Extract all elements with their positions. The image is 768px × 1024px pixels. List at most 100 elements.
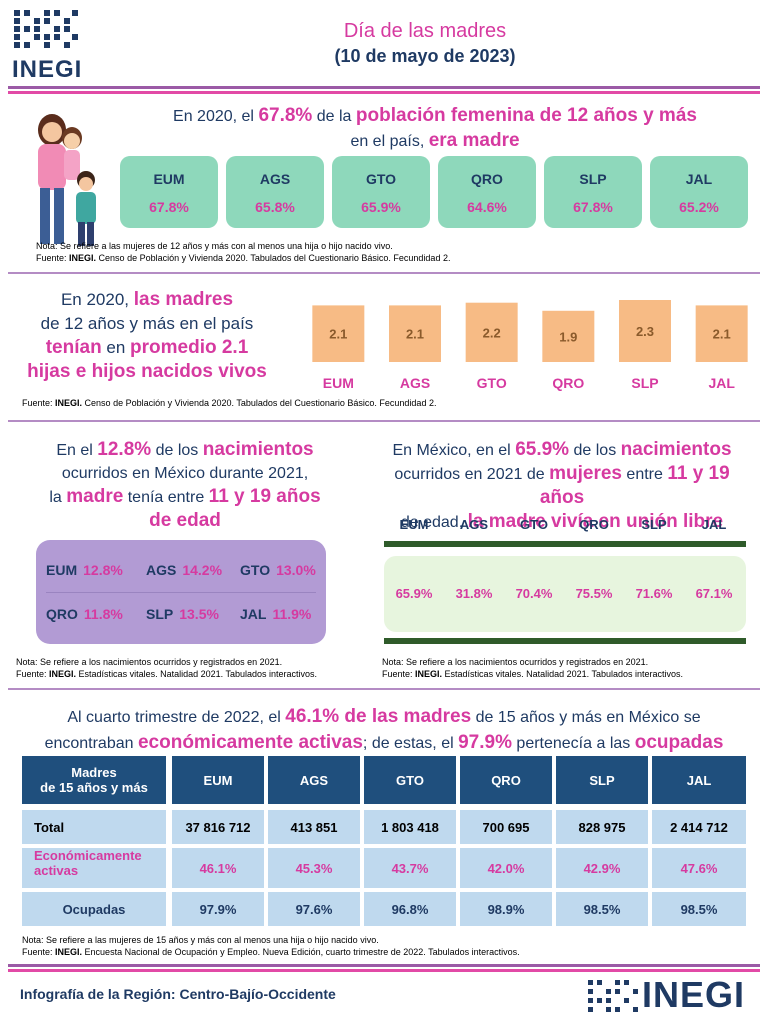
section2-source: Fuente: INEGI. Censo de Población y Vivi… xyxy=(22,397,436,409)
bar-eum xyxy=(312,305,365,362)
state-code: AGS xyxy=(259,171,291,187)
table-cell: 46.1% xyxy=(172,848,264,888)
source-org: INEGI. xyxy=(55,947,83,957)
bar-value-label: 2.1 xyxy=(406,327,424,342)
state-card-gto: GTO 65.9% xyxy=(332,156,430,228)
s3l-text: tenía entre xyxy=(123,489,209,506)
table-cell: 45.3% xyxy=(268,848,360,888)
state-percent: 67.8% xyxy=(149,199,189,215)
table-header-cell: JAL xyxy=(652,756,746,804)
section-divider xyxy=(8,688,760,690)
state-pair-slp: SLP 13.5% xyxy=(146,606,219,622)
s3r-highlight-percent: 65.9% xyxy=(515,439,570,460)
corner-line: de 15 años y más xyxy=(40,780,148,795)
state-percent: 13.5% xyxy=(179,606,219,622)
s4-highlight-percent: 46.1% de las madres xyxy=(285,706,472,727)
bar-ags xyxy=(389,305,441,362)
note-text: Nota: Se refiere a las mujeres de 15 año… xyxy=(22,935,379,945)
union-states-header: EUM AGS GTO QRO SLP JAL xyxy=(384,517,746,537)
state-code: EUM xyxy=(399,517,429,532)
state-code: JAL xyxy=(701,517,727,532)
source-org: INEGI. xyxy=(49,669,77,679)
source-lead: Fuente: xyxy=(16,669,50,679)
source-lead: Fuente: xyxy=(36,253,70,263)
s3l-text: ocurridos en México durante 2021, xyxy=(61,465,309,482)
bar-category-label: AGS xyxy=(400,375,430,391)
state-pair-gto: GTO 13.0% xyxy=(240,562,316,578)
state-percent: 67.8% xyxy=(573,199,613,215)
s2-text: En 2020, xyxy=(60,290,134,309)
section1-note: Nota: Se refiere a las mujeres de 12 año… xyxy=(36,240,450,264)
table-cell: 42.9% xyxy=(556,848,648,888)
table-cell: 98.5% xyxy=(652,892,746,926)
table-cell: 98.9% xyxy=(460,892,552,926)
table-row-label: Total xyxy=(22,810,166,844)
state-percent: 65.8% xyxy=(255,199,295,215)
footer-divider-pink xyxy=(8,969,760,972)
row-label-line: activas xyxy=(34,863,79,878)
state-percent: 11.8% xyxy=(83,606,123,622)
bar-value-label: 2.1 xyxy=(329,327,347,342)
table-cell: 1 803 418 xyxy=(364,810,456,844)
s1-highlight-percent: 67.8% xyxy=(258,105,313,126)
source-lead: Fuente: xyxy=(22,398,56,408)
state-percent: 65.2% xyxy=(679,199,719,215)
source-rest: Encuesta Nacional de Ocupación y Empleo.… xyxy=(82,947,520,957)
table-header-cell: AGS xyxy=(268,756,360,804)
header-divider-pink xyxy=(8,91,760,94)
source-org: INEGI. xyxy=(55,398,83,408)
s3l-highlight-mother: madre xyxy=(66,486,124,507)
state-card-slp: SLP 67.8% xyxy=(544,156,642,228)
state-card-jal: JAL 65.2% xyxy=(650,156,748,228)
table-cell: 700 695 xyxy=(460,810,552,844)
table-row-label: Ocupadas xyxy=(22,892,166,926)
green-divider-bottom xyxy=(384,638,746,644)
state-code: SLP xyxy=(579,171,607,187)
state-code: QRO xyxy=(471,171,503,187)
state-code: GTO xyxy=(365,171,397,187)
bar-category-label: QRO xyxy=(552,375,584,391)
state-code: AGS xyxy=(459,517,489,532)
teen-mother-births-box: EUM 12.8% AGS 14.2% GTO 13.0% QRO 11.8% SLP 1… xyxy=(36,540,326,644)
page-title: Día de las madres xyxy=(343,20,507,42)
s3l-highlight-of-age: de edad xyxy=(149,510,221,531)
note-text: Nota: Se refiere a los nacimientos ocurr… xyxy=(382,657,649,667)
note-text: Nota: Se refiere a los nacimientos ocurr… xyxy=(16,657,283,667)
note-text: Nota: Se refiere a las mujeres de 12 año… xyxy=(36,241,393,251)
s3r-text: ocurridos en 2021 de xyxy=(394,466,550,483)
s2-highlight-children: hijas e hijos nacidos vivos xyxy=(27,361,267,382)
state-percent: 75.5% xyxy=(575,586,613,601)
s3r-text: de edad, xyxy=(400,514,468,531)
s1-text: En 2020, el xyxy=(173,108,259,125)
source-rest: Estadísticas vitales. Natalidad 2021. Ta… xyxy=(76,669,318,679)
s1-text: en el país, xyxy=(350,133,429,150)
corner-line: Madres xyxy=(71,765,117,780)
state-code: SLP xyxy=(641,517,667,532)
table-cell: 97.9% xyxy=(172,892,264,926)
mother-children-illustration-icon xyxy=(38,114,96,246)
s3l-highlight-percent: 12.8% xyxy=(97,439,152,460)
state-card-ags: AGS 65.8% xyxy=(226,156,324,228)
table-header-cell: QRO xyxy=(460,756,552,804)
inegi-logo: INEGI xyxy=(12,8,82,84)
state-card-qro: QRO 64.6% xyxy=(438,156,536,228)
bar-gto xyxy=(465,302,518,362)
state-percent: 67.1% xyxy=(695,586,733,601)
state-code: QRO xyxy=(579,517,609,532)
bar-value-label: 2.1 xyxy=(713,327,731,342)
bar-category-label: EUM xyxy=(323,375,354,391)
s3l-highlight-age: 11 y 19 años xyxy=(208,486,321,507)
table-cell: 42.0% xyxy=(460,848,552,888)
s4-highlight-employed-percent: 97.9% xyxy=(458,732,512,753)
bar-value-label: 1.9 xyxy=(559,329,577,344)
state-percent: 64.6% xyxy=(467,199,507,215)
s4-highlight-employed: ocupadas xyxy=(634,732,724,753)
bar-category-label: GTO xyxy=(477,375,507,391)
section3-right-headline: En México, en el 65.9% de los nacimiento… xyxy=(372,438,752,534)
source-text: Fuente: INEGI. Estadísticas vitales. Nat… xyxy=(16,668,317,680)
s3l-text: de los xyxy=(151,442,203,459)
s4-text: ; de estas, el xyxy=(362,735,459,752)
s1-highlight-mother: era madre xyxy=(428,130,520,151)
state-code: GTO xyxy=(520,517,548,532)
state-code: JAL xyxy=(685,171,713,187)
